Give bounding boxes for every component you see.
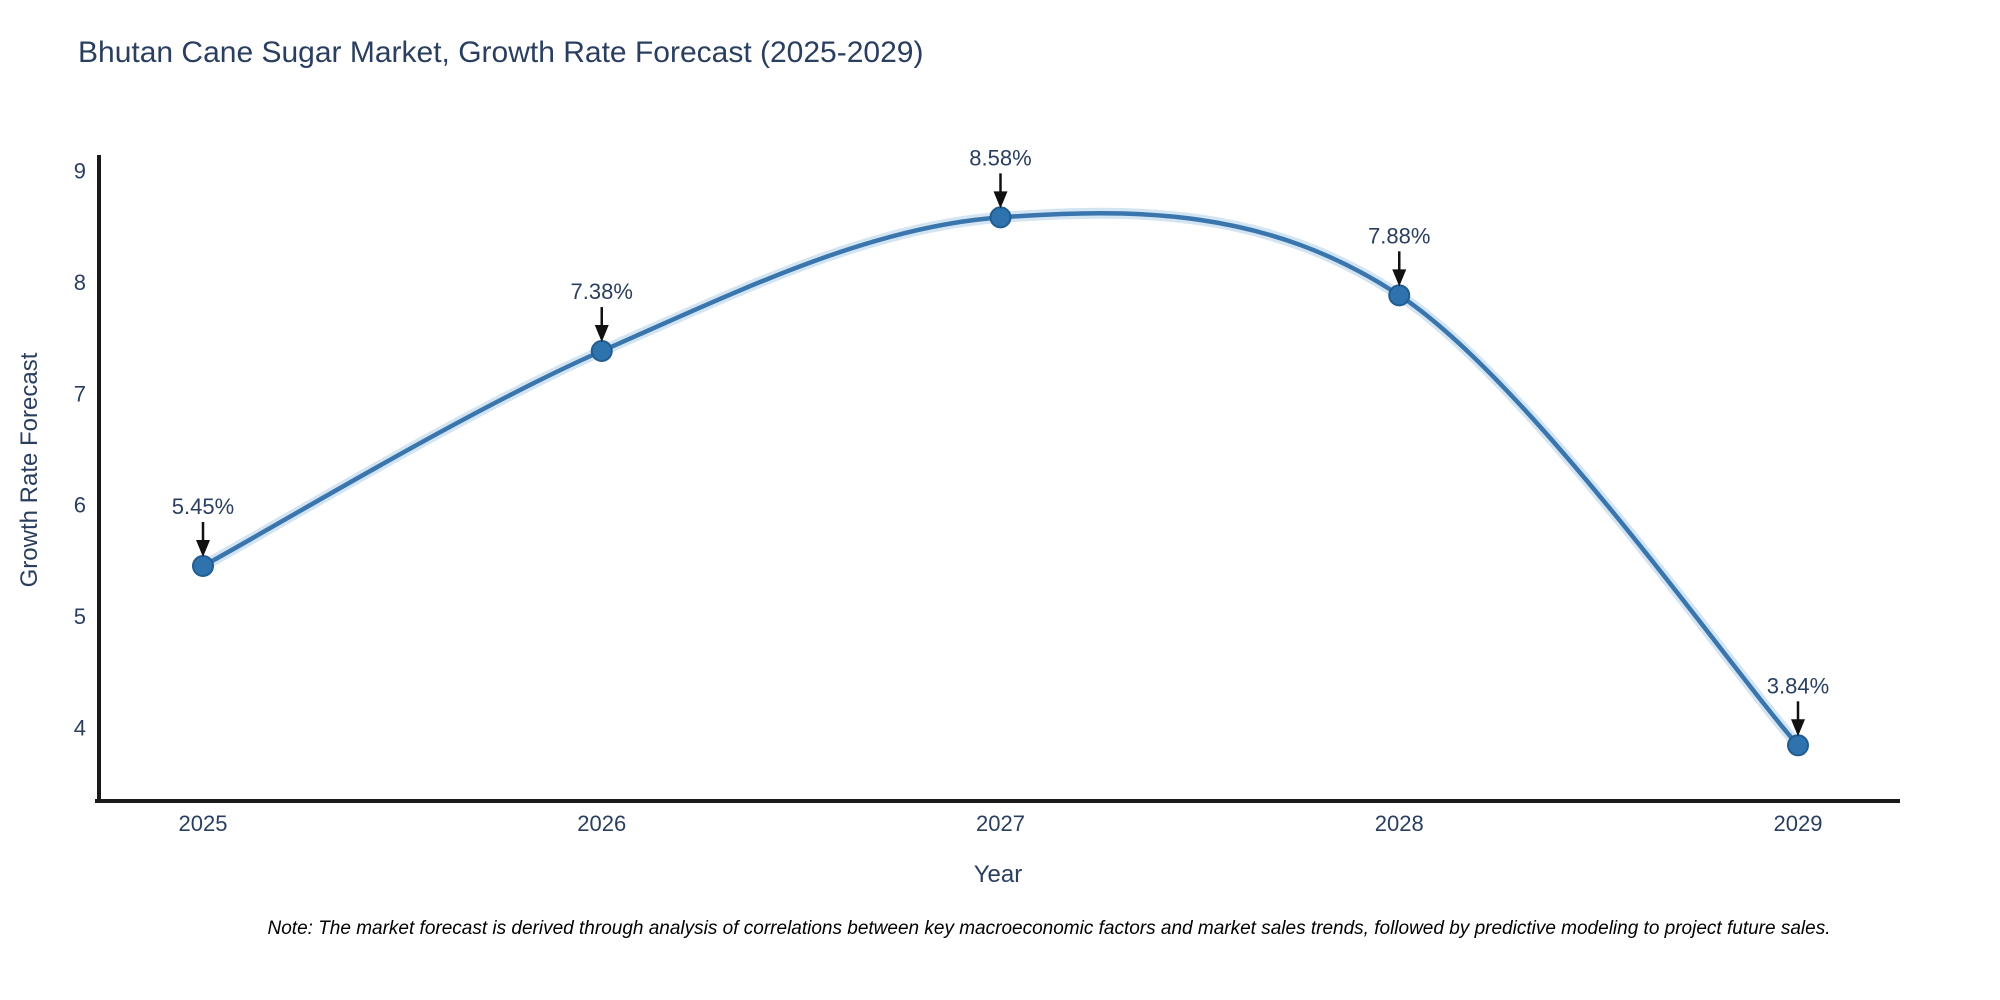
data-point-marker[interactable] [192,554,214,577]
y-tick-label: 8 [74,270,86,295]
series-line [200,211,1801,748]
data-point-marker[interactable] [590,340,613,363]
annotation-arrowhead-icon [594,325,609,343]
series-line-halo [197,207,1804,751]
point-annotation-label: 5.45% [172,494,234,519]
x-tick-label: 2025 [179,811,228,836]
y-tick-label: 9 [74,159,86,184]
y-tick-label: 7 [74,381,86,406]
x-tick-label: 2029 [1774,811,1823,836]
annotation-arrowhead-icon [196,539,210,557]
x-tick-label: 2027 [976,811,1025,836]
point-annotation-label: 7.38% [571,279,633,304]
y-tick-label: 5 [74,604,86,629]
point-annotation-label: 7.88% [1368,223,1430,248]
data-point-marker[interactable] [1787,734,1809,757]
y-tick-label: 6 [74,493,86,518]
annotation-arrowhead-icon [1791,719,1805,737]
point-annotation-label: 8.58% [969,145,1031,170]
x-tick-label: 2026 [577,811,626,836]
data-point-marker[interactable] [989,206,1012,229]
y-tick-label: 4 [74,715,86,740]
x-tick-label: 2028 [1375,811,1424,836]
chart-title: Bhutan Cane Sugar Market, Growth Rate Fo… [78,36,924,69]
footnote: Note: The market forecast is derived thr… [267,918,1831,939]
annotation-arrowhead-icon [1392,269,1407,287]
point-annotation-label: 3.84% [1767,673,1829,698]
data-point-marker[interactable] [1388,284,1411,307]
annotation-arrowhead-icon [993,191,1008,209]
x-axis-title: Year [973,861,1023,888]
